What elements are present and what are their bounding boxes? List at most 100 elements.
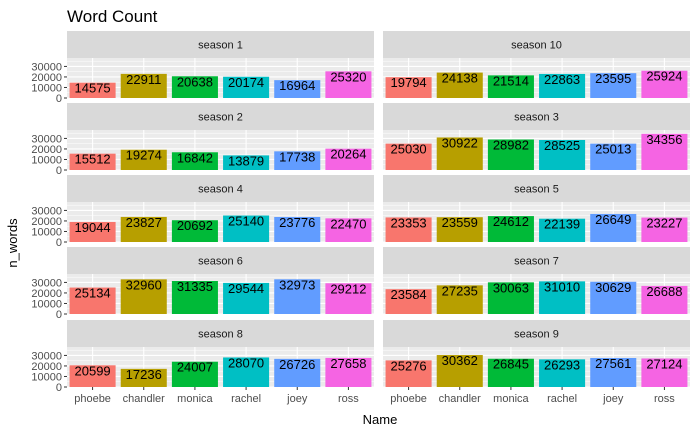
x-tick-label: ross: [338, 393, 359, 405]
y-tick-label: 0: [56, 165, 62, 177]
bar-value-label: 28525: [544, 138, 580, 153]
bar: [436, 355, 483, 387]
bar: [641, 70, 688, 98]
x-tick-label: joey: [286, 393, 308, 405]
y-tick-label: 20000: [31, 144, 62, 156]
facet-strip: [383, 247, 690, 274]
bar-value-label: 23227: [646, 216, 682, 231]
bar: [171, 281, 218, 314]
bar-value-label: 29544: [228, 281, 264, 296]
y-tick-label: 10000: [31, 154, 62, 166]
bar-value-label: 17236: [126, 367, 162, 382]
bar-value-label: 24612: [493, 214, 529, 229]
bar-value-label: 15512: [75, 152, 111, 167]
bar: [487, 282, 534, 314]
y-axis-title: n_words: [5, 218, 20, 268]
bar-value-label: 27235: [442, 283, 478, 298]
y-tick-label: 0: [56, 237, 62, 249]
bar-value-label: 22863: [544, 72, 580, 87]
bar-value-label: 16842: [177, 150, 213, 165]
bar-value-label: 24138: [442, 71, 478, 86]
bar: [539, 73, 586, 98]
bar-value-label: 26293: [544, 357, 580, 372]
bar: [69, 365, 116, 387]
bar: [590, 143, 637, 170]
bar: [487, 75, 534, 98]
bar-value-label: 27124: [646, 356, 682, 371]
facet-strip: [67, 175, 374, 202]
facet-strip-label: season 9: [514, 329, 559, 341]
bar: [325, 148, 372, 170]
bar-value-label: 22911: [126, 72, 161, 87]
facet-strip-label: season 4: [198, 184, 243, 196]
facet-strip: [383, 320, 690, 347]
bar-value-label: 29212: [330, 281, 366, 296]
bar: [590, 73, 637, 98]
bar: [590, 357, 637, 387]
bar: [590, 281, 637, 314]
bar: [69, 153, 116, 170]
x-tick-label: chandler: [439, 393, 482, 405]
bar-value-label: 30362: [442, 353, 478, 368]
y-tick-label: 10000: [31, 298, 62, 310]
bar: [223, 76, 270, 98]
bar: [120, 73, 167, 98]
panel-background: [383, 130, 690, 170]
x-tick-label: ross: [654, 393, 675, 405]
bar-value-label: 30063: [493, 280, 529, 295]
bar-value-label: 34356: [646, 132, 682, 147]
bar: [487, 358, 534, 387]
bar: [539, 359, 586, 387]
bar-value-label: 27658: [330, 356, 366, 371]
bar-value-label: 25320: [330, 69, 366, 84]
bar: [385, 217, 432, 242]
bar-value-label: 21514: [493, 73, 529, 88]
x-tick-label: phoebe: [390, 393, 427, 405]
y-tick-label: 20000: [31, 72, 62, 84]
x-tick-label: monica: [177, 393, 213, 405]
bar-value-label: 20174: [228, 75, 264, 90]
chart-title: Word Count: [67, 7, 158, 26]
bar-value-label: 28982: [493, 137, 529, 152]
facet-strip-label: season 8: [198, 329, 243, 341]
panel-background: [383, 347, 690, 387]
bar: [325, 283, 372, 314]
bar: [385, 77, 432, 98]
bar-value-label: 19274: [126, 148, 162, 163]
y-tick-label: 20000: [31, 288, 62, 300]
facet-strip: [383, 175, 690, 202]
facet-panel: season 7 23584 27235 30063 31010 30629 26688: [383, 247, 690, 315]
bar-value-label: 23776: [279, 215, 315, 230]
bar-value-label: 20638: [177, 74, 213, 89]
panel-background: [383, 202, 690, 242]
bar: [641, 285, 688, 314]
x-tick-label: chandler: [123, 393, 166, 405]
bar-value-label: 26688: [646, 284, 682, 299]
facet-strip: [67, 31, 374, 58]
x-tick-label: rachel: [547, 393, 577, 405]
panel-background: [67, 58, 374, 98]
facet-strip: [67, 103, 374, 130]
facet-panel: season 3 25030 30922 28982 28525 25013 34356: [383, 103, 690, 171]
bar: [641, 217, 688, 242]
panel-background: [383, 58, 690, 98]
facet-panel: season 9 25276 30362 26845 26293 27561 27124 ph…: [383, 320, 690, 405]
bar-value-label: 16964: [279, 78, 315, 93]
bar: [487, 216, 534, 242]
facet-strip-label: season 10: [511, 40, 562, 52]
bar: [171, 152, 218, 170]
facet-strip: [67, 320, 374, 347]
x-tick-label: rachel: [231, 393, 261, 405]
y-tick-label: 0: [56, 93, 62, 105]
bar: [69, 287, 116, 314]
bar-value-label: 26726: [279, 357, 315, 372]
bar-value-label: 23827: [126, 215, 162, 230]
x-tick-label: monica: [493, 393, 529, 405]
bar: [539, 139, 586, 170]
panel-background: [383, 274, 690, 314]
bar: [274, 358, 321, 387]
